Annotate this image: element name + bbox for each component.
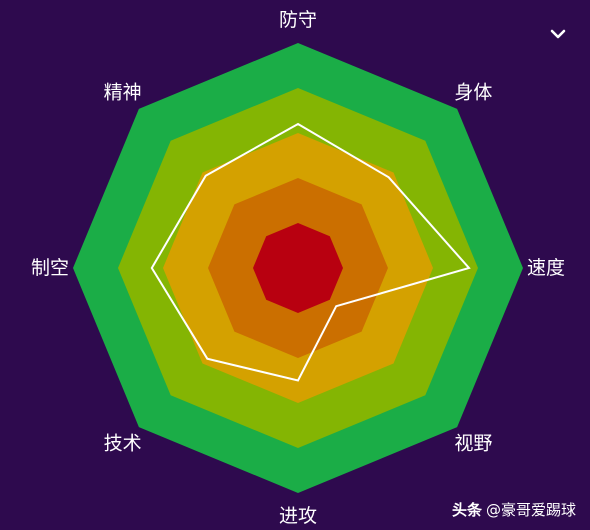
watermark-handle: @豪哥爱踢球	[485, 501, 576, 519]
radar-series-line	[150, 122, 471, 382]
radar-bands	[73, 43, 523, 493]
radar-band-5	[253, 223, 343, 313]
watermark: 头条 @豪哥爱踢球	[452, 499, 576, 520]
axis-label-4: 视野	[454, 432, 492, 454]
axis-label-6: 技术	[104, 432, 142, 454]
axis-label-7: 制空	[31, 257, 69, 279]
chevron-down-icon[interactable]	[548, 24, 568, 44]
axis-label-8: 精神	[104, 82, 142, 104]
watermark-brand: 头条	[451, 501, 482, 519]
axis-label-3: 速度	[527, 257, 565, 279]
axis-label-5: 进攻	[279, 505, 317, 527]
radar-series	[150, 122, 471, 382]
axis-label-1: 防守	[279, 9, 317, 31]
axis-label-2: 身体	[454, 82, 492, 104]
